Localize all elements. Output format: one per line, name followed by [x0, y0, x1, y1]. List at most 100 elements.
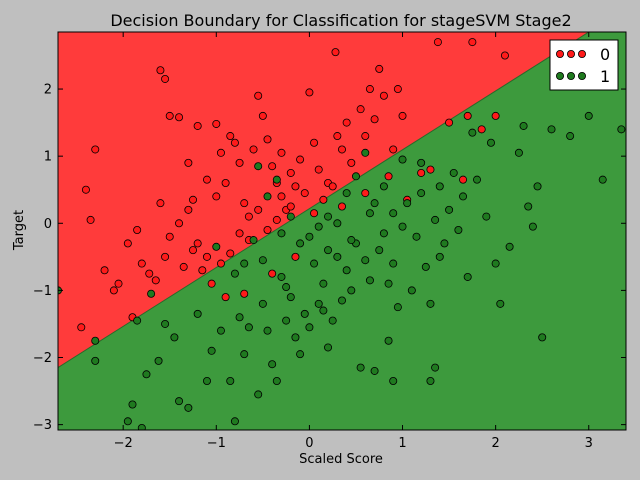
point-class-0	[477, 125, 486, 134]
point-class-0	[277, 148, 286, 157]
point-class-1	[263, 192, 272, 201]
point-class-0	[212, 119, 221, 128]
y-tick-label: 2	[44, 83, 52, 98]
point-class-0	[156, 66, 165, 75]
point-class-1	[486, 138, 495, 147]
point-class-0	[202, 252, 211, 261]
point-class-0	[100, 266, 109, 275]
decision-boundary-line	[58, 32, 590, 369]
point-class-1	[142, 370, 151, 379]
point-class-1	[528, 222, 537, 231]
point-class-1	[375, 246, 384, 255]
point-class-1	[324, 246, 333, 255]
point-class-1	[584, 111, 593, 120]
point-class-0	[193, 239, 202, 248]
x-tick-label: −2	[114, 436, 133, 451]
point-class-1	[272, 377, 281, 386]
point-class-0	[491, 111, 500, 120]
point-class-1	[347, 286, 356, 295]
point-class-0	[145, 269, 154, 278]
point-class-0	[189, 195, 198, 204]
point-class-1	[398, 155, 407, 164]
point-class-0	[235, 229, 244, 238]
point-class-0	[445, 118, 454, 127]
legend-box	[549, 39, 619, 91]
point-class-1	[417, 158, 426, 167]
point-class-1	[389, 209, 398, 218]
legend-marker-1	[556, 72, 565, 81]
point-class-1	[389, 377, 398, 386]
point-class-0	[254, 205, 263, 214]
point-class-1	[365, 276, 374, 285]
point-class-1	[254, 390, 263, 399]
point-class-0	[361, 189, 370, 198]
point-class-0	[202, 175, 211, 184]
point-class-1	[254, 162, 263, 171]
point-class-1	[598, 175, 607, 184]
point-class-0	[268, 269, 277, 278]
point-class-1	[431, 363, 440, 372]
point-class-1	[379, 182, 388, 191]
point-class-1	[407, 286, 416, 295]
point-class-0	[254, 91, 263, 100]
point-class-1	[417, 189, 426, 198]
point-class-1	[342, 266, 351, 275]
point-class-1	[384, 336, 393, 345]
point-class-1	[426, 377, 435, 386]
point-class-1	[356, 363, 365, 372]
point-class-0	[263, 225, 272, 234]
legend-marker-0	[556, 50, 565, 59]
point-class-1	[235, 313, 244, 322]
point-class-1	[272, 175, 281, 184]
point-class-1	[361, 256, 370, 265]
point-class-1	[440, 239, 449, 248]
point-class-0	[286, 168, 295, 177]
point-class-1	[137, 423, 146, 430]
point-class-1	[431, 215, 440, 224]
point-class-0	[114, 279, 123, 288]
point-class-0	[463, 111, 472, 120]
point-class-1	[519, 121, 528, 130]
point-class-0	[398, 111, 407, 120]
point-class-1	[282, 283, 291, 292]
point-class-0	[161, 252, 170, 261]
point-class-0	[370, 115, 379, 124]
point-class-1	[384, 279, 393, 288]
point-class-0	[331, 48, 340, 57]
point-class-1	[300, 309, 309, 318]
point-class-1	[379, 229, 388, 238]
point-class-1	[314, 299, 323, 308]
point-class-1	[123, 417, 132, 426]
point-class-1	[482, 212, 491, 221]
y-tick-label: −3	[33, 418, 52, 433]
point-class-0	[230, 138, 239, 147]
point-class-0	[161, 74, 170, 83]
point-class-1	[496, 299, 505, 308]
point-class-1	[361, 148, 370, 157]
point-class-0	[235, 158, 244, 167]
x-tick-label: 2	[491, 436, 499, 451]
point-class-1	[296, 350, 305, 359]
point-class-1	[566, 132, 575, 141]
point-class-1	[230, 269, 239, 278]
point-class-0	[137, 259, 146, 268]
point-class-0	[212, 192, 221, 201]
legend-marker-0	[578, 50, 587, 59]
legend-marker-1	[578, 72, 587, 81]
point-class-1	[244, 323, 253, 332]
point-class-0	[286, 202, 295, 211]
point-class-0	[109, 286, 118, 295]
point-class-0	[379, 91, 388, 100]
point-class-1	[91, 356, 100, 365]
point-class-1	[351, 172, 360, 181]
point-class-1	[193, 309, 202, 318]
point-class-0	[221, 179, 230, 188]
decision-regions	[58, 32, 626, 430]
point-class-0	[244, 212, 253, 221]
point-class-1	[435, 182, 444, 191]
point-class-0	[468, 38, 477, 47]
point-class-0	[156, 199, 165, 208]
point-class-1	[533, 182, 542, 191]
point-class-1	[314, 222, 323, 231]
